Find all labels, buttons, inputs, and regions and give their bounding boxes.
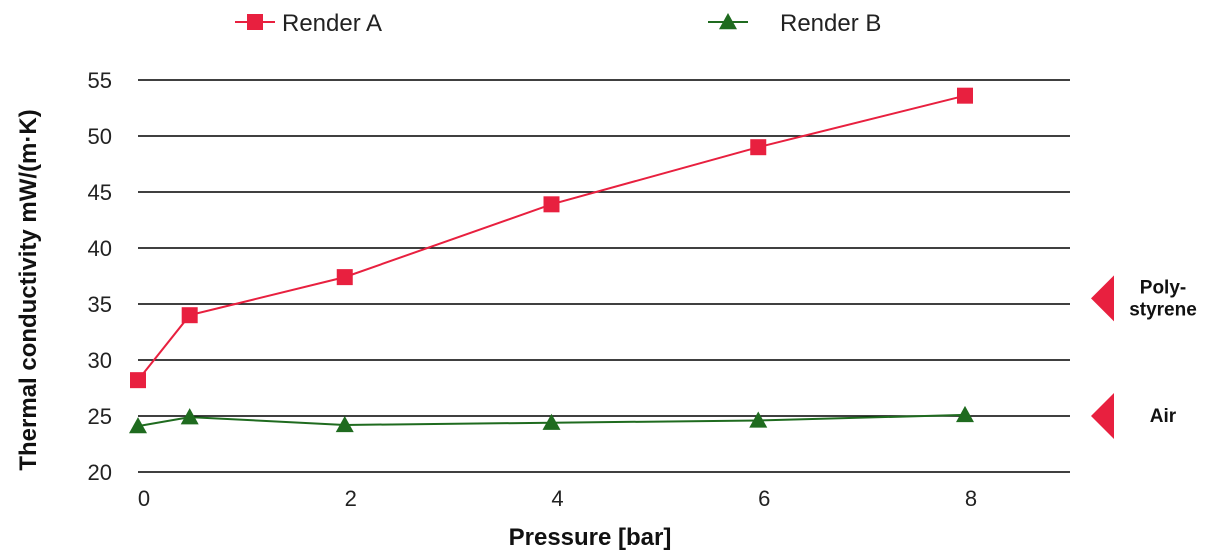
data-point — [750, 139, 767, 156]
data-point — [957, 87, 973, 104]
x-tick-labels: 0 2 4 6 8 — [138, 486, 977, 511]
reference-label: Poly- — [1140, 277, 1186, 298]
y-tick-label: 35 — [88, 292, 112, 317]
x-tick-label: 4 — [551, 486, 563, 511]
data-point — [335, 415, 354, 433]
series-line — [137, 94, 966, 381]
reference-label: styrene — [1129, 299, 1197, 320]
legend-item: Render B — [708, 10, 881, 37]
series-lines — [129, 87, 974, 434]
series-render-a — [130, 87, 973, 389]
series-line — [137, 413, 966, 428]
legend: Render A Render B — [235, 10, 881, 37]
y-tick-label: 25 — [88, 404, 112, 429]
reference-marker: Poly-styrene — [1091, 275, 1197, 322]
reference-markers: Poly-styrene Air — [1091, 275, 1197, 439]
legend-label: Render A — [282, 10, 382, 37]
y-tick-label: 20 — [88, 460, 112, 485]
x-tick-label: 2 — [345, 486, 357, 511]
reference-arrow-icon — [1091, 393, 1114, 439]
y-tick-labels: 20 25 30 35 40 45 50 55 — [88, 68, 112, 485]
legend-item: Render A — [235, 10, 382, 37]
data-point — [749, 411, 768, 428]
y-tick-label: 45 — [88, 180, 112, 205]
reference-label: Air — [1150, 406, 1177, 427]
y-tick-label: 55 — [88, 68, 112, 93]
y-tick-label: 50 — [88, 124, 112, 149]
y-tick-label: 30 — [88, 348, 112, 373]
data-point — [130, 372, 146, 389]
grid-lines — [138, 79, 1070, 473]
legend-label: Render B — [780, 10, 881, 37]
x-tick-label: 6 — [758, 486, 770, 511]
reference-arrow-icon — [1091, 275, 1114, 322]
data-point — [542, 413, 561, 430]
legend-marker — [719, 13, 737, 30]
legend-marker — [247, 14, 263, 30]
y-axis-title: Thermal conductivity mW/(m·K) — [15, 109, 42, 470]
data-point — [956, 405, 974, 423]
data-point — [181, 307, 198, 324]
data-point — [180, 408, 199, 425]
x-axis-title: Pressure [bar] — [509, 524, 672, 551]
reference-marker: Air — [1091, 393, 1177, 439]
data-point — [336, 269, 353, 286]
series-render-b — [129, 405, 974, 434]
data-point — [543, 196, 560, 213]
y-tick-label: 40 — [88, 236, 112, 261]
x-tick-label: 8 — [965, 486, 977, 511]
x-tick-label: 0 — [138, 486, 150, 511]
data-point — [129, 417, 147, 434]
